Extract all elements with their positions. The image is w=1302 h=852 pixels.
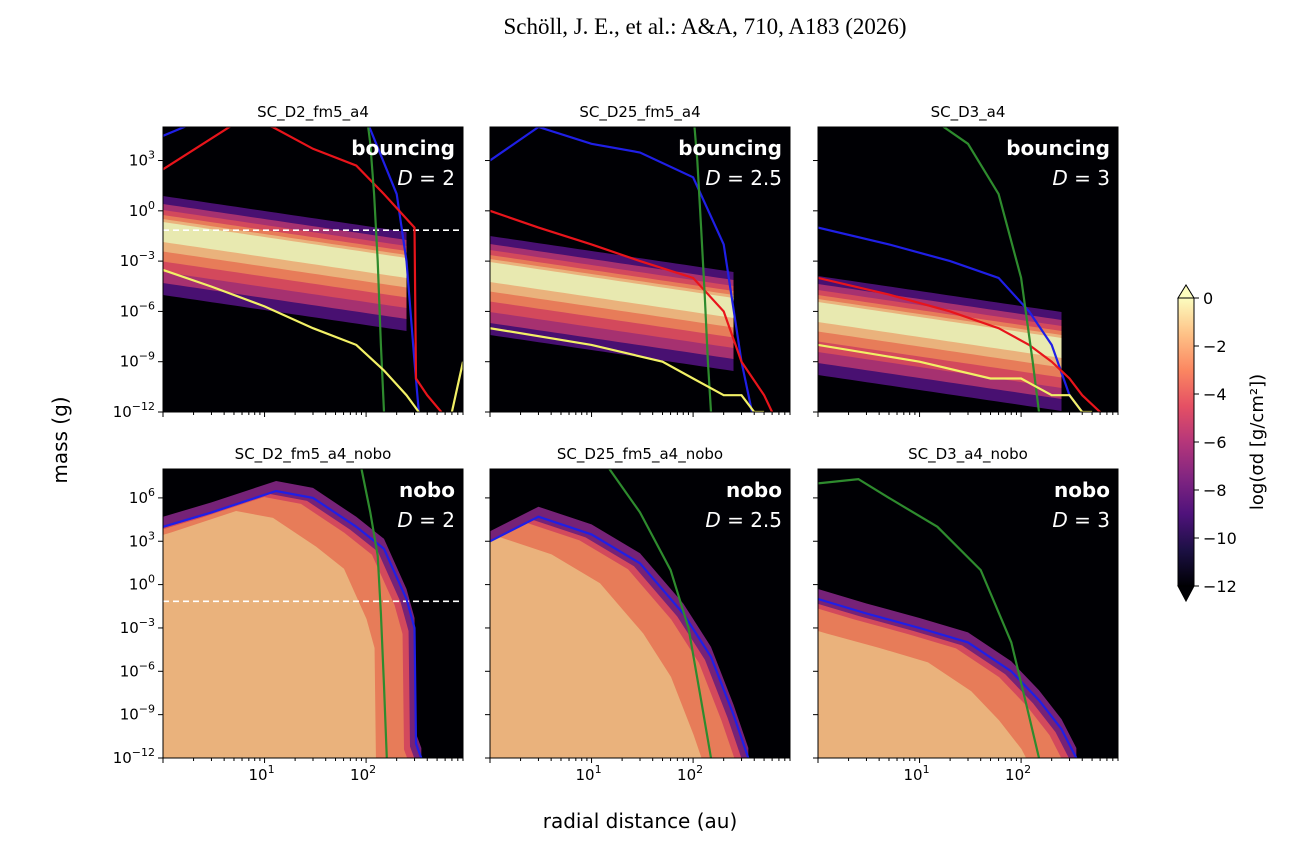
y-tick-label: 10−3 xyxy=(120,616,155,637)
x-tick-label: 102 xyxy=(677,763,703,784)
panel-title: SC_D3_a4_nobo xyxy=(908,445,1028,464)
green-curve xyxy=(941,127,1041,412)
panel-title: SC_D2_fm5_a4 xyxy=(257,103,369,122)
y-axis-label: mass (g) xyxy=(48,396,72,483)
colorbar-tick-label: −4 xyxy=(1203,385,1227,404)
blue-curve xyxy=(490,127,754,412)
colorbar-tick-label: 0 xyxy=(1203,289,1213,308)
x-tick-label: 101 xyxy=(576,763,602,784)
panel-annotation-regime: bouncing xyxy=(678,136,782,160)
y-tick-label: 103 xyxy=(129,149,155,170)
density-band xyxy=(163,511,382,758)
colorbar-tick-label: −2 xyxy=(1203,337,1227,356)
green-curve xyxy=(360,469,388,758)
panel-title: SC_D25_fm5_a4_nobo xyxy=(557,445,723,464)
x-tick-label: 101 xyxy=(249,763,275,784)
y-tick-label: 10−3 xyxy=(120,249,155,270)
panel-annotation-regime: bouncing xyxy=(351,136,455,160)
panel-annotation-dimension: D = 2.5 xyxy=(705,508,782,532)
blue-curve xyxy=(163,127,420,412)
x-tick-label: 102 xyxy=(350,763,376,784)
y-tick-label: 10−6 xyxy=(120,659,155,680)
y-tick-label: 100 xyxy=(129,573,155,594)
green-curve xyxy=(693,127,713,412)
colorbar-tick-label: −12 xyxy=(1203,577,1237,596)
y-tick-label: 10−6 xyxy=(120,299,155,320)
y-tick-label: 10−9 xyxy=(120,703,155,724)
colorbar-label: log(σd [g/cm²]) xyxy=(1247,374,1268,510)
red-curve xyxy=(163,127,443,412)
panel-annotation-regime: nobo xyxy=(1054,478,1110,502)
blue-curve xyxy=(163,489,423,758)
panel-annotation-regime: nobo xyxy=(399,478,455,502)
y-tick-label: 10−9 xyxy=(120,350,155,371)
green-curve xyxy=(367,127,386,412)
colorbar: 0 −2 −4 −6 −8 −10 −12 log(σd [g/cm²]) xyxy=(1177,284,1268,603)
density-band xyxy=(163,222,407,278)
panel-annotation-dimension: D = 3 xyxy=(1052,166,1110,190)
panel-annotation-regime: bouncing xyxy=(1006,136,1110,160)
x-tick-label: 101 xyxy=(904,763,930,784)
y-tick-label: 106 xyxy=(129,486,155,507)
red-curve xyxy=(818,276,1101,412)
density-band xyxy=(490,536,709,758)
green-curve xyxy=(608,469,713,758)
page-header-citation: Schöll, J. E., et al.: A&A, 710, A183 (2… xyxy=(503,14,907,39)
blue-curve xyxy=(818,226,1084,412)
yellow-curve xyxy=(163,268,420,412)
panel-title: SC_D25_fm5_a4 xyxy=(579,103,700,122)
y-tick-label: 100 xyxy=(129,199,155,220)
panel-1: SC_D2_fm5_a4 bouncing D = 2 103 100 10−3 10−6 1… xyxy=(113,103,464,421)
y-tick-label: 10−12 xyxy=(113,400,155,421)
colorbar-extend-bottom xyxy=(1177,585,1195,603)
blue-curve xyxy=(490,515,750,758)
colorbar-gradient xyxy=(1177,297,1195,587)
yellow-curve xyxy=(450,361,463,412)
colorbar-tick-label: −6 xyxy=(1203,433,1227,452)
colorbar-tick-label: −10 xyxy=(1203,529,1237,548)
panel-annotation-dimension: D = 3 xyxy=(1052,508,1110,532)
x-axis-label: radial distance (au) xyxy=(543,809,738,833)
panel-title: SC_D2_fm5_a4_nobo xyxy=(235,445,392,464)
panel-annotation-dimension: D = 2 xyxy=(397,508,455,532)
panel-annotation-dimension: D = 2 xyxy=(397,166,455,190)
panel-annotation-dimension: D = 2.5 xyxy=(705,166,782,190)
yellow-curve xyxy=(490,327,765,412)
red-curve xyxy=(490,209,774,412)
x-tick-label: 102 xyxy=(1005,763,1031,784)
blue-curve xyxy=(818,597,1078,758)
y-tick-label: 10−12 xyxy=(113,746,155,767)
yellow-curve xyxy=(818,343,1093,412)
green-curve xyxy=(818,477,1041,758)
colorbar-tick-label: −8 xyxy=(1203,481,1227,500)
panel-title: SC_D3_a4 xyxy=(931,103,1006,122)
y-tick-label: 103 xyxy=(129,529,155,550)
panel-2: SC_D25_fm5_a4 bouncing D = 2.5 xyxy=(485,103,791,417)
density-band xyxy=(490,262,734,318)
density-band xyxy=(818,302,1062,358)
density-band xyxy=(818,630,1037,758)
panel-annotation-regime: nobo xyxy=(726,478,782,502)
colorbar-extend-top xyxy=(1177,284,1195,299)
